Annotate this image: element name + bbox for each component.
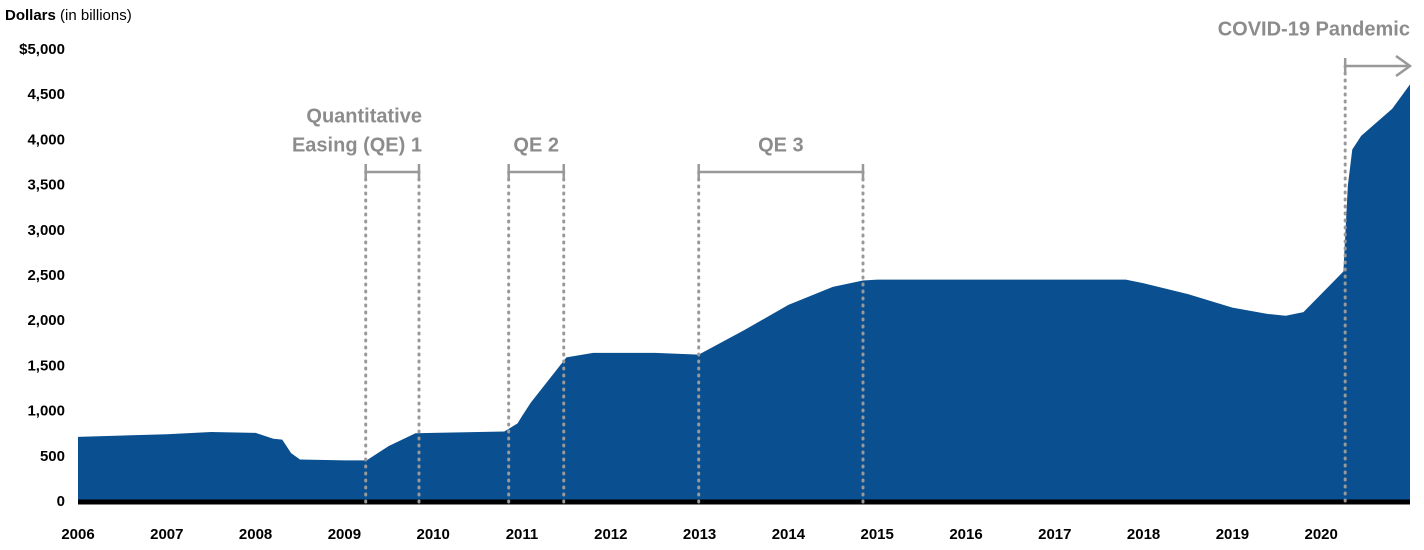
x-tick-label: 2006: [61, 526, 94, 543]
y-tick-label: 1,000: [27, 403, 65, 420]
y-axis-label-bold: Dollars: [5, 7, 56, 24]
y-tick-label: 4,500: [27, 86, 65, 103]
y-tick-label: 3,500: [27, 177, 65, 194]
x-tick-label: 2013: [683, 526, 716, 543]
x-tick-label: 2019: [1216, 526, 1249, 543]
arrow-head: [1395, 54, 1413, 78]
annotation-label: COVID-19 Pandemic: [1218, 18, 1410, 40]
y-tick-label: $5,000: [19, 41, 65, 58]
y-tick-label: 1,500: [27, 357, 65, 374]
x-tick-label: 2015: [861, 526, 894, 543]
x-tick-label: 2009: [328, 526, 361, 543]
annotation-label: Easing (QE) 1: [292, 134, 422, 156]
x-tick-label: 2012: [594, 526, 627, 543]
y-tick-label: 3,000: [27, 222, 65, 239]
x-tick-label: 2010: [417, 526, 450, 543]
annotation-label: QE 2: [513, 134, 559, 156]
y-tick-label: 4,000: [27, 131, 65, 148]
y-axis-label: Dollars (in billions): [5, 7, 132, 24]
x-tick-label: 2018: [1127, 526, 1160, 543]
y-tick-label: 2,000: [27, 312, 65, 329]
x-tick-label: 2017: [1038, 526, 1071, 543]
area: [78, 84, 1410, 503]
annotation-label: Quantitative: [306, 105, 422, 127]
x-tick-label: 2007: [150, 526, 183, 543]
x-tick-label: 2008: [239, 526, 272, 543]
annotation-label: QE 3: [758, 134, 804, 156]
x-tick-label: 2011: [506, 526, 539, 543]
x-tick-label: 2014: [772, 526, 806, 543]
y-tick-label: 2,500: [27, 267, 65, 284]
x-tick-label: 2020: [1305, 526, 1338, 543]
y-tick-label: 0: [57, 493, 65, 510]
y-axis-label-rest: (in billions): [60, 7, 132, 24]
x-tick-label: 2016: [949, 526, 982, 543]
y-tick-label: 500: [40, 448, 65, 465]
